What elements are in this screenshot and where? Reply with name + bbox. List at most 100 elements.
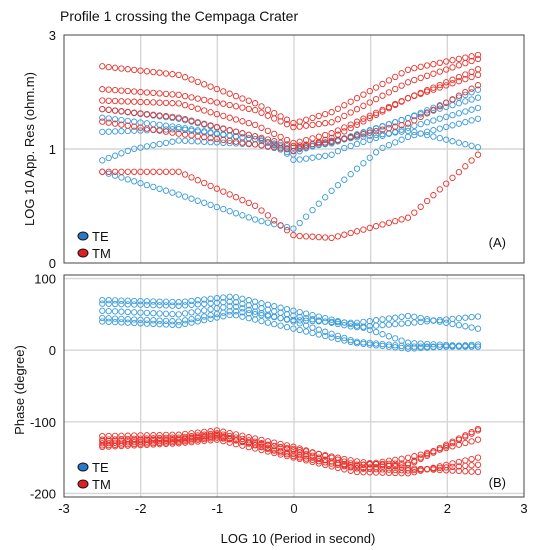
data-point-te (118, 301, 125, 308)
data-point-te (175, 318, 182, 325)
data-point-tm (111, 97, 119, 105)
data-point-tm (411, 465, 418, 472)
data-point-te (296, 317, 303, 324)
data-point-tm (347, 98, 354, 105)
data-point-te (258, 312, 265, 319)
data-point-te (169, 298, 176, 306)
data-point-tm (111, 437, 119, 444)
data-point-tm (443, 464, 450, 471)
data-point-tm (175, 91, 182, 98)
panel-a-legend: TE TM (77, 229, 111, 261)
data-point-tm (283, 451, 291, 458)
data-point-tm (436, 446, 443, 453)
data-point-tm (411, 64, 418, 72)
data-point-te (417, 314, 424, 322)
data-point-tm (334, 116, 342, 123)
data-point-te (137, 301, 144, 308)
data-point-tm (379, 461, 386, 468)
data-point-te (239, 212, 246, 219)
legend-tm-marker (77, 248, 89, 258)
x-tick-label: -2 (135, 501, 147, 516)
data-point-te (468, 343, 475, 350)
data-point-te (372, 131, 380, 139)
data-point-te (277, 143, 284, 150)
data-point-tm (245, 439, 252, 446)
data-point-te (207, 201, 214, 209)
data-point-te (443, 113, 450, 121)
data-point-te (150, 310, 157, 317)
data-point-te (436, 134, 443, 142)
data-point-tm (131, 98, 138, 105)
data-point-tm (372, 223, 380, 230)
data-point-tm (143, 438, 151, 445)
data-point-tm (322, 234, 329, 241)
data-point-tm (150, 432, 157, 439)
data-point-tm (379, 221, 386, 228)
y-tick-label: -100 (30, 415, 56, 430)
data-point-tm (366, 129, 373, 136)
data-point-tm (162, 99, 170, 107)
data-point-te (131, 145, 138, 152)
data-point-tm (213, 110, 221, 118)
data-point-tm (207, 109, 214, 116)
data-point-tm (124, 437, 131, 444)
data-point-tm (99, 437, 106, 445)
data-point-te (411, 112, 418, 119)
data-point-tm (474, 55, 482, 63)
data-point-te (213, 295, 221, 302)
data-point-te (334, 147, 342, 155)
data-point-tm (302, 455, 310, 462)
data-point-tm (232, 92, 240, 100)
data-point-te (474, 94, 482, 101)
data-point-te (124, 117, 131, 125)
data-point-te (169, 189, 176, 196)
data-point-tm (220, 437, 227, 445)
data-point-tm (385, 105, 393, 112)
data-point-tm (372, 111, 380, 118)
data-point-te (188, 301, 195, 308)
data-point-te (194, 314, 201, 321)
x-tick-label: -3 (58, 501, 70, 516)
data-point-te (468, 106, 475, 113)
data-point-te (474, 343, 482, 350)
data-point-te (156, 321, 163, 328)
data-point-te (226, 208, 233, 215)
data-point-tm (156, 99, 163, 106)
data-point-tm (372, 95, 380, 103)
data-point-tm (360, 91, 367, 98)
data-point-te (443, 343, 450, 350)
data-point-tm (99, 105, 106, 113)
data-point-tm (353, 465, 361, 472)
data-point-te (188, 319, 195, 326)
data-point-tm (322, 120, 329, 127)
data-point-te (296, 308, 303, 316)
data-point-tm (271, 138, 278, 145)
data-point-te (353, 323, 361, 331)
data-point-tm (379, 108, 386, 115)
data-point-tm (111, 120, 119, 127)
data-point-tm (385, 469, 393, 476)
data-point-tm (131, 432, 138, 439)
data-point-te (404, 114, 412, 122)
data-point-tm (302, 143, 310, 150)
data-point-tm (99, 440, 106, 447)
data-point-tm (360, 469, 367, 476)
data-point-tm (137, 110, 144, 117)
data-point-te (143, 301, 151, 309)
data-point-te (423, 340, 431, 348)
data-point-te (449, 138, 456, 145)
data-point-te (201, 128, 208, 135)
data-point-tm (181, 131, 189, 138)
data-point-tm (436, 59, 443, 66)
data-point-tm (251, 100, 259, 107)
data-point-te (360, 323, 367, 330)
data-point-te (194, 301, 201, 308)
data-point-te (207, 306, 214, 313)
data-point-te (181, 298, 189, 305)
y-tick-label: 0 (49, 343, 56, 358)
data-point-te (443, 103, 450, 111)
data-point-tm (118, 98, 125, 105)
data-point-tm (290, 119, 297, 127)
data-point-tm (271, 217, 278, 224)
data-point-tm (105, 106, 112, 113)
